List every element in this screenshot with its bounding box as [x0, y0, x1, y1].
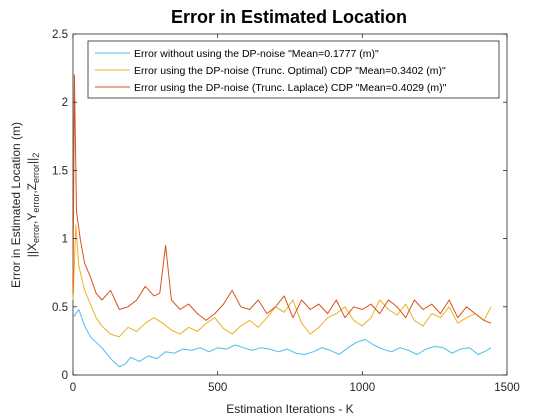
series-line-trunc-laplace [72, 74, 492, 324]
series-line-trunc-optimal [72, 224, 492, 338]
series-line-no-noise [72, 309, 492, 368]
chart-title: Error in Estimated Location [171, 7, 407, 27]
axis-ticks: 0 500 1000 1500 0 0.5 1 1.5 2 2.5 [52, 29, 520, 394]
y-tick-label: 1 [62, 234, 68, 246]
x-tick-label: 500 [208, 382, 227, 394]
x-tick-label: 0 [70, 382, 76, 394]
y-tick-label: 1.5 [52, 165, 68, 177]
y-axis-label: Error in Estimated Location (m) [9, 122, 23, 288]
x-tick-label: 1000 [350, 382, 376, 394]
legend-box [87, 40, 500, 99]
y-tick-label: 2.5 [52, 29, 68, 41]
y-tick-label: 2 [62, 97, 68, 109]
y-axis-label-formula: ||Xerror,Yerror,Zerror||2 [25, 153, 41, 258]
y-tick-label: 0 [62, 370, 68, 382]
series-layer [72, 74, 492, 368]
legend-entry-trunc-optimal: Error using the DP-noise (Trunc. Optimal… [134, 65, 446, 77]
x-tick-label: 1500 [494, 382, 520, 394]
legend: Error without using the DP-noise "Mean=0… [87, 40, 500, 99]
y-tick-label: 0.5 [52, 302, 68, 314]
x-axis-label: Estimation Iterations - K [226, 402, 353, 416]
legend-entry-no-noise: Error without using the DP-noise "Mean=0… [134, 48, 379, 60]
legend-entry-trunc-laplace: Error using the DP-noise (Trunc. Laplace… [134, 82, 447, 94]
